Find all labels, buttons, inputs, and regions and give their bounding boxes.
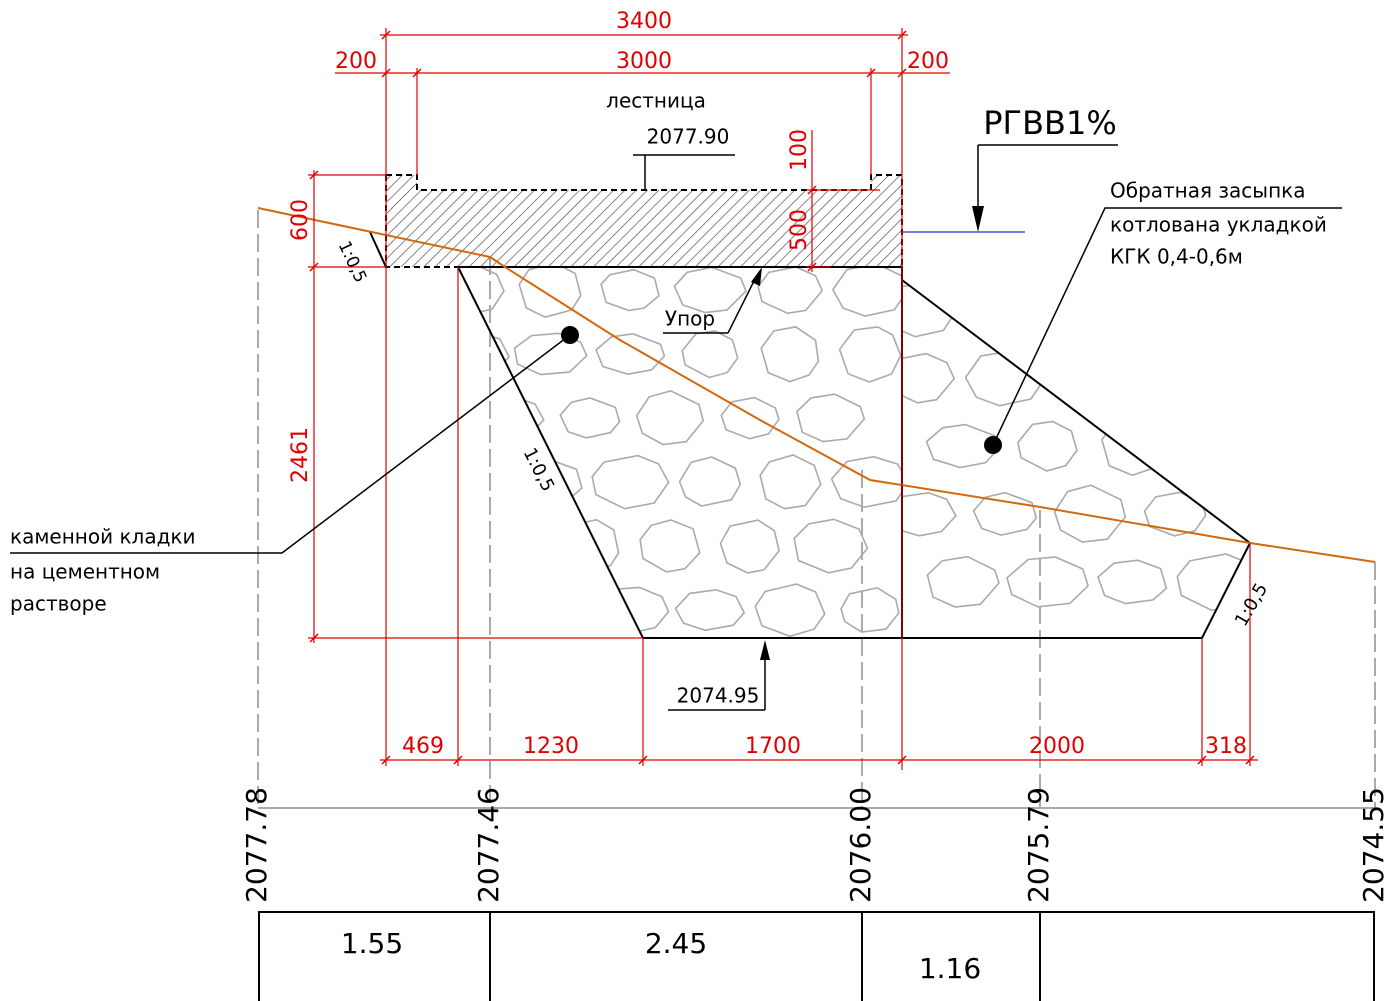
ground-line	[257, 207, 1376, 563]
stone	[1017, 420, 1078, 472]
stone	[838, 326, 902, 383]
note-leader	[992, 207, 1342, 446]
stone	[520, 587, 580, 632]
stone	[754, 583, 826, 638]
dim-label: 100	[787, 129, 812, 171]
stone	[830, 455, 902, 509]
stone	[1101, 416, 1164, 477]
dim-label: 3000	[616, 49, 672, 74]
stone	[760, 326, 820, 383]
dim-label: 200	[335, 49, 377, 74]
stone	[796, 393, 866, 443]
dim-label: 600	[288, 199, 313, 241]
stone	[559, 518, 620, 574]
table-cell: 1.55	[341, 927, 403, 960]
dim-label: 2000	[1029, 734, 1085, 759]
dim-label: 200	[907, 49, 949, 74]
water-leader	[972, 144, 1118, 232]
note-line: котлована укладкой	[1110, 213, 1327, 237]
leader-dot	[984, 436, 1002, 454]
stone	[719, 519, 780, 574]
note-line: Обратная засыпка	[1110, 179, 1306, 203]
stone	[595, 332, 666, 376]
base-level-label: 2074.95	[677, 684, 760, 708]
slope-line	[369, 231, 387, 268]
dim-label: 500	[787, 209, 812, 251]
elevation: 2077.46	[472, 787, 505, 903]
stone	[971, 280, 1039, 340]
note-line: растворе	[10, 592, 107, 616]
stone	[831, 267, 902, 317]
stone	[639, 519, 701, 573]
stop-leader	[663, 267, 762, 334]
level-label: 2077.90	[647, 125, 730, 149]
stone	[902, 491, 957, 537]
profile-lines	[257, 210, 1376, 809]
stone	[902, 352, 956, 404]
stop-label: Упор	[665, 307, 715, 331]
stone	[1058, 287, 1122, 333]
dim-label: 1700	[745, 734, 801, 759]
leader-dot	[561, 326, 579, 344]
elevation: 2077.78	[240, 787, 273, 903]
stone	[1097, 559, 1168, 605]
backfill-stones	[902, 280, 1250, 612]
stone	[1184, 416, 1250, 477]
stone	[926, 555, 1000, 608]
elevation: 2074.55	[1357, 787, 1389, 903]
note-line: КГК 0,4-0,6м	[1110, 245, 1243, 269]
dim-label: 3400	[616, 9, 672, 34]
table-cell: 1.16	[919, 952, 981, 985]
stone	[720, 396, 780, 440]
stone	[673, 267, 747, 314]
elevation: 2076.00	[844, 787, 877, 903]
stone	[1047, 352, 1133, 404]
water-level-label: РГВВ1%	[983, 104, 1116, 142]
stone	[840, 586, 900, 633]
slope-label: 1:0,5	[334, 238, 371, 286]
stair-label: лестница	[606, 89, 706, 113]
backfill-outline	[901, 279, 1252, 639]
stone	[1053, 484, 1127, 543]
dim-label: 318	[1205, 734, 1247, 759]
stone	[925, 423, 1001, 469]
stair-slab	[385, 174, 903, 268]
stone	[759, 454, 822, 510]
dim-label: 1230	[523, 734, 579, 759]
stone	[972, 491, 1038, 536]
elevation: 2075.79	[1022, 787, 1055, 903]
dim-label: 469	[402, 734, 444, 759]
dimension-lines	[308, 28, 1258, 770]
stone	[458, 584, 506, 636]
stone	[678, 456, 742, 507]
table-cell: 2.45	[645, 927, 707, 960]
dim-label: 2461	[288, 427, 313, 483]
stone	[559, 397, 621, 439]
note-line: каменной кладки	[10, 525, 196, 549]
profile-table	[258, 911, 1375, 1001]
stone	[1136, 285, 1215, 335]
stone	[681, 330, 739, 379]
stone	[518, 267, 582, 319]
stone	[635, 390, 705, 446]
note-leader	[10, 334, 571, 554]
note-line: на цементном	[10, 560, 160, 584]
slope-label: 1:0,5	[519, 444, 559, 495]
stone	[793, 518, 869, 574]
stone	[458, 457, 510, 507]
stone	[757, 267, 824, 315]
stone	[1136, 355, 1216, 401]
stone	[458, 330, 511, 378]
stone	[674, 588, 746, 632]
slope-label: 1:0,5	[1231, 580, 1272, 630]
stone	[591, 454, 670, 510]
stone	[1006, 556, 1090, 608]
base-leader	[668, 640, 770, 711]
stone	[600, 268, 660, 312]
